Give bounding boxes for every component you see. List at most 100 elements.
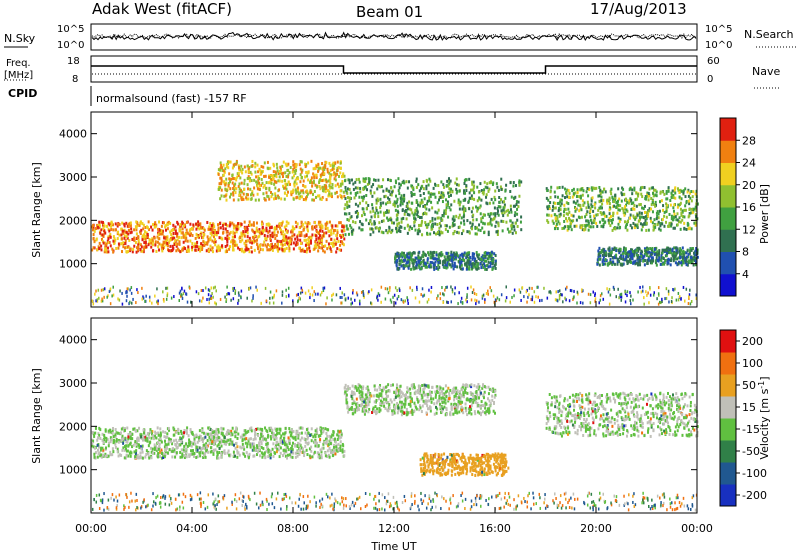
velocity-ground-scatter-cell [165, 503, 167, 506]
power-scatter-cell [567, 202, 569, 205]
velocity-ground-scatter-cell [299, 493, 301, 496]
power-colorbar-tick-label: 16 [742, 201, 756, 214]
power-scatter-cell [325, 161, 327, 164]
power-scatter-cell [494, 198, 496, 201]
velocity-ground-scatter-cell [405, 499, 407, 502]
power-scatter-cell [221, 244, 223, 247]
power-scatter-cell [486, 193, 488, 196]
power-scatter-cell [428, 199, 430, 202]
power-scatter-cell [163, 221, 165, 224]
power-scatter-cell [373, 191, 375, 194]
power-scatter-cell [435, 233, 437, 236]
power-scatter-cell [110, 225, 112, 228]
power-scatter-cell [321, 230, 323, 233]
power-scatter-cell [677, 187, 679, 190]
power-scatter-cell [419, 189, 421, 192]
power-scatter-cell [396, 263, 398, 266]
power-scatter-cell [383, 212, 385, 215]
power-ground-scatter-cell [136, 288, 138, 291]
power-scatter-cell [324, 244, 326, 247]
power-scatter-cell [630, 224, 632, 227]
power-scatter-cell [674, 227, 676, 230]
power-scatter-cell [309, 250, 311, 253]
velocity-ground-scatter-cell [332, 508, 334, 511]
power-scatter-cell [298, 231, 300, 234]
power-scatter-cell [690, 190, 692, 193]
power-scatter-cell [366, 188, 368, 191]
velocity-ground-scatter-cell [518, 494, 520, 497]
power-scatter-cell [121, 242, 123, 245]
power-scatter-cell [426, 179, 428, 182]
power-scatter-cell [480, 266, 482, 269]
power-scatter-cell [221, 194, 223, 197]
power-ground-scatter-cell [527, 296, 529, 299]
power-scatter-cell [461, 232, 463, 235]
power-scatter-cell [474, 227, 476, 230]
power-scatter-cell [254, 231, 256, 234]
power-scatter-cell [328, 242, 330, 245]
power-scatter-cell [396, 223, 398, 226]
power-scatter-cell [438, 209, 440, 212]
power-scatter-cell [611, 221, 613, 224]
power-ground-scatter-cell [322, 287, 324, 290]
power-scatter-cell [225, 199, 227, 202]
power-scatter-cell [420, 194, 422, 197]
velocity-ground-scatter-cell [476, 494, 478, 497]
power-scatter-cell [316, 186, 318, 189]
power-ground-scatter-cell [208, 298, 210, 301]
power-ground-scatter-cell [297, 293, 299, 296]
velocity-ground-scatter-cell [178, 493, 180, 496]
power-scatter-cell [166, 242, 168, 245]
power-scatter-cell [241, 248, 243, 251]
power-ground-scatter-cell [206, 298, 208, 301]
power-scatter-cell [361, 214, 363, 217]
power-colorbar-tick-label: 8 [742, 246, 749, 259]
power-scatter-cell [110, 228, 112, 231]
power-scatter-cell [480, 217, 482, 220]
power-scatter-cell [581, 216, 583, 219]
power-scatter-cell [644, 186, 646, 189]
power-scatter-cell [463, 219, 465, 222]
power-scatter-cell [662, 218, 664, 221]
power-scatter-cell [402, 209, 404, 212]
power-ground-scatter-cell [214, 286, 216, 289]
power-ground-scatter-cell [641, 291, 643, 294]
power-scatter-cell [482, 191, 484, 194]
power-scatter-cell [400, 201, 402, 204]
power-scatter-cell [335, 178, 337, 181]
power-scatter-cell [321, 179, 323, 182]
power-scatter-cell [604, 221, 606, 224]
power-scatter-cell [646, 217, 648, 220]
power-scatter-cell [422, 201, 424, 204]
power-ground-scatter-cell [403, 301, 405, 304]
power-scatter-cell [609, 212, 611, 215]
power-scatter-cell [168, 249, 170, 252]
power-scatter-cell [441, 196, 443, 199]
power-scatter-cell [246, 229, 248, 232]
power-scatter-cell [321, 198, 323, 201]
power-scatter-cell [563, 227, 565, 230]
power-scatter-cell [428, 184, 430, 187]
power-scatter-cell [610, 192, 612, 195]
power-scatter-cell [548, 205, 550, 208]
power-scatter-cell [295, 188, 297, 191]
power-scatter-cell [112, 228, 114, 231]
power-scatter-cell [678, 262, 680, 265]
power-colorbar-tick-label: 24 [742, 157, 756, 170]
velocity-ground-scatter-cell [497, 494, 499, 497]
power-scatter-cell [243, 193, 245, 196]
power-ground-scatter-cell [399, 289, 401, 292]
power-ground-scatter-cell [689, 289, 691, 292]
power-scatter-cell [267, 167, 269, 170]
power-ground-scatter-cell [461, 297, 463, 300]
power-scatter-cell [668, 186, 670, 189]
power-scatter-cell [442, 183, 444, 186]
velocity-ground-scatter-cell [271, 495, 273, 498]
power-scatter-cell [353, 188, 355, 191]
power-scatter-cell [473, 191, 475, 194]
power-scatter-cell [385, 211, 387, 214]
power-scatter-cell [660, 229, 662, 232]
velocity-ground-scatter-cell [554, 492, 556, 495]
power-scatter-cell [283, 250, 285, 253]
